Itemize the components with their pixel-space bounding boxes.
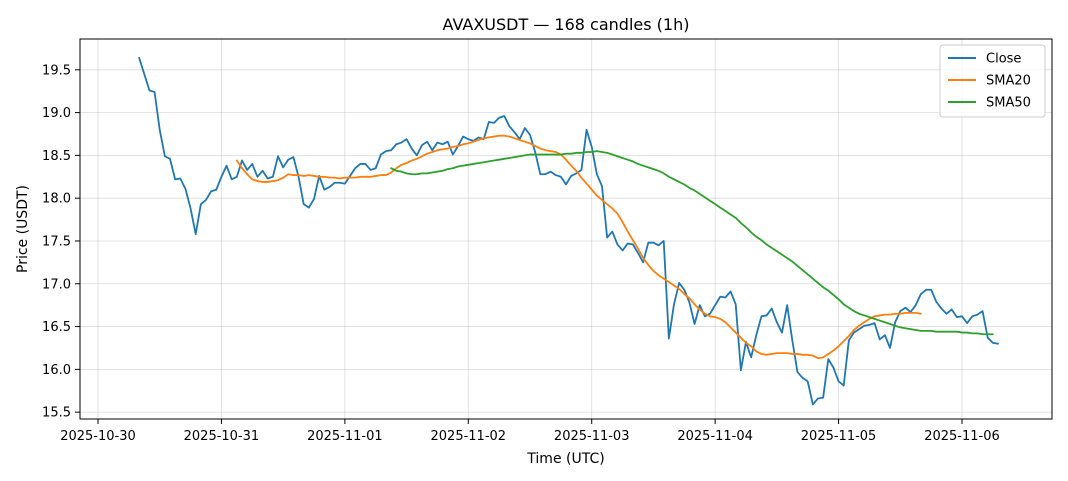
legend-label-sma50: SMA50 [986, 96, 1031, 111]
series-lines [138, 56, 999, 406]
y-axis: 15.5 16.0 16.5 17.0 17.5 18.0 18.5 19.0 19.5 [42, 63, 80, 421]
series-line-close [138, 56, 999, 406]
y-tick-label: 17.5 [42, 234, 71, 249]
legend: Close SMA20 SMA50 [939, 44, 1046, 118]
legend-label-close: Close [986, 52, 1021, 67]
y-tick-label: 17.0 [42, 277, 71, 292]
grid [80, 39, 1052, 419]
y-tick-label: 18.5 [42, 149, 71, 164]
x-tick-label: 2025-11-02 [431, 429, 507, 444]
y-tick-label: 15.5 [42, 406, 71, 421]
x-tick-label: 2025-10-31 [184, 429, 260, 444]
y-tick-label: 19.5 [42, 63, 71, 78]
x-tick-label: 2025-11-06 [924, 429, 1000, 444]
y-axis-label: Price (USDT) [15, 185, 31, 273]
x-axis-label: Time (UTC) [526, 451, 604, 467]
x-tick-label: 2025-11-04 [677, 429, 753, 444]
y-tick-label: 16.5 [42, 320, 71, 335]
y-tick-label: 16.0 [42, 363, 71, 378]
x-tick-label: 2025-11-05 [801, 429, 877, 444]
x-tick-label: 2025-10-30 [60, 429, 136, 444]
y-tick-label: 18.0 [42, 192, 71, 207]
x-tick-label: 2025-11-03 [554, 429, 630, 444]
series-line-sma50 [390, 150, 994, 336]
x-tick-label: 2025-11-01 [307, 429, 383, 444]
x-axis: 2025-10-30 2025-10-31 2025-11-01 2025-11-02… [60, 419, 1000, 444]
y-tick-label: 19.0 [42, 106, 71, 121]
legend-label-sma20: SMA20 [986, 74, 1031, 89]
legend-box [939, 44, 1046, 118]
series-line-sma20 [235, 134, 922, 360]
chart-title: AVAXUSDT — 168 candles (1h) [443, 15, 690, 34]
plot-area [79, 38, 1053, 420]
